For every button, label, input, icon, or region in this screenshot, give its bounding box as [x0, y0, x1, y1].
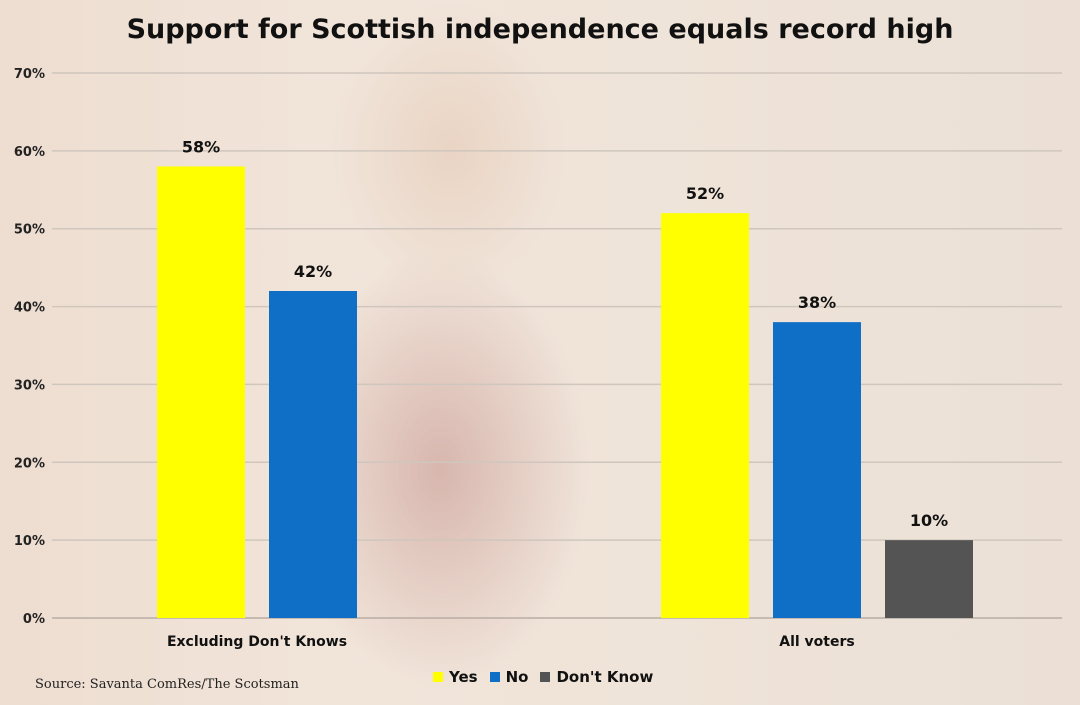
- y-tick-label: 70%: [14, 67, 45, 82]
- legend-swatch-no: [489, 672, 500, 682]
- y-tick-label: 10%: [14, 534, 45, 549]
- legend-label-dont-know: Don't Know: [556, 668, 654, 686]
- data-label: 10%: [910, 511, 948, 530]
- chart-title: Support for Scottish independence equals…: [126, 14, 954, 45]
- legend-item-no: No: [489, 668, 529, 686]
- y-tick-label: 50%: [14, 223, 45, 238]
- bar: [773, 322, 861, 618]
- data-label: 58%: [182, 137, 220, 156]
- legend-label-yes: Yes: [449, 668, 478, 686]
- y-tick-label: 60%: [14, 145, 45, 160]
- bar: [661, 213, 749, 618]
- y-tick-label: 20%: [14, 456, 45, 471]
- y-tick-label: 40%: [14, 301, 45, 316]
- legend-swatch-dont-know: [540, 672, 551, 682]
- bar: [269, 291, 357, 618]
- source-note: Source: Savanta ComRes/The Scotsman: [35, 677, 299, 692]
- data-label: 42%: [294, 262, 332, 281]
- data-label: 38%: [798, 293, 836, 312]
- y-tick-label: 0%: [23, 612, 45, 627]
- x-category-label: Excluding Don't Knows: [167, 634, 347, 650]
- bar: [157, 166, 245, 618]
- legend-item-yes: Yes: [433, 668, 478, 686]
- bar: [885, 540, 973, 618]
- chart-legend: Yes No Don't Know: [433, 668, 665, 686]
- legend-item-dont-know: Don't Know: [540, 668, 653, 686]
- legend-label-no: No: [505, 668, 529, 686]
- data-label: 52%: [686, 184, 724, 203]
- legend-swatch-yes: [433, 672, 443, 682]
- y-tick-label: 30%: [14, 378, 45, 393]
- x-category-label: All voters: [779, 634, 854, 650]
